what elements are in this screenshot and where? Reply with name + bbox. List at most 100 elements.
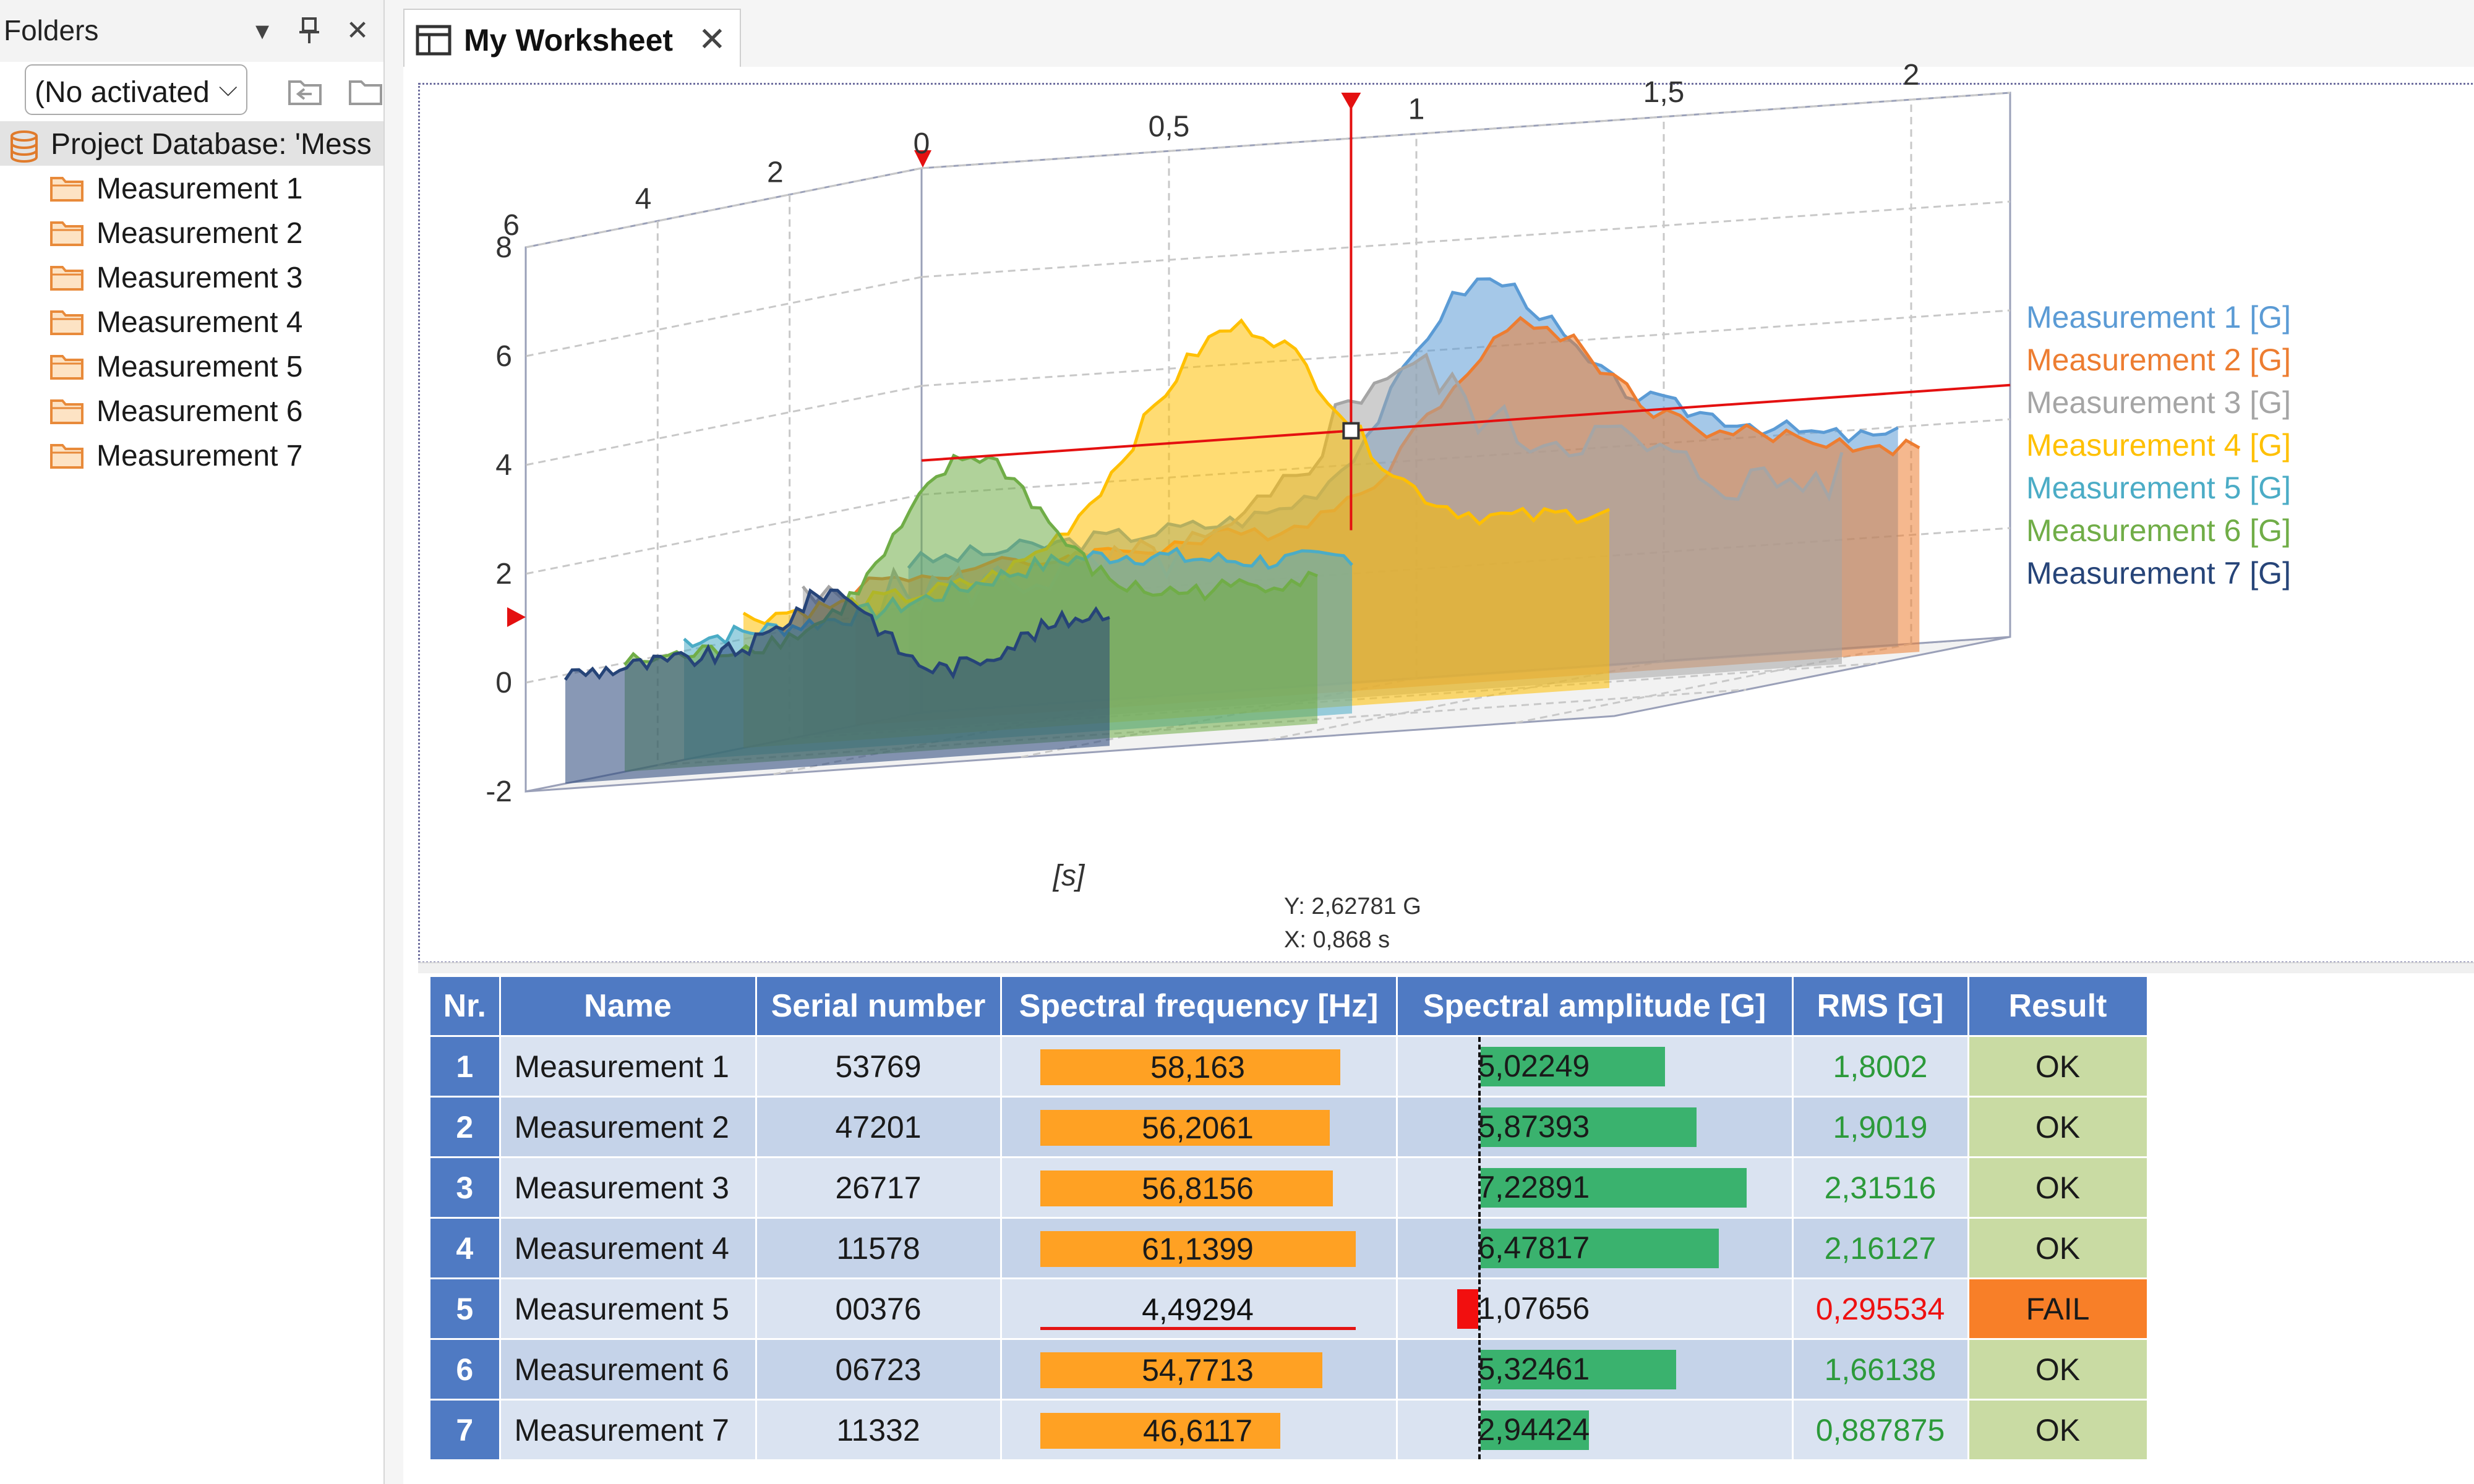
tree-item[interactable]: Measurement 3 bbox=[0, 255, 383, 299]
column-header[interactable]: Result bbox=[1968, 977, 2149, 1036]
table-row[interactable]: 2 Measurement 2 47201 56,2061 5,87393 1,9019 O… bbox=[430, 1096, 2149, 1158]
status-badge: OK bbox=[1968, 1035, 2149, 1097]
status-badge: OK bbox=[1968, 1096, 2149, 1158]
series-area bbox=[565, 590, 1110, 784]
freq-value: 46,6117 bbox=[1142, 1414, 1253, 1448]
x-tick-label: 0 bbox=[914, 127, 930, 160]
row-serial: 47201 bbox=[756, 1096, 1002, 1158]
row-name: Measurement 7 bbox=[500, 1399, 757, 1459]
row-serial: 00376 bbox=[756, 1277, 1002, 1339]
status-badge: OK bbox=[1968, 1156, 2149, 1218]
legend-entry[interactable]: Measurement 1 [G] bbox=[2026, 300, 2291, 335]
gridline bbox=[921, 200, 2011, 278]
row-number: 4 bbox=[430, 1217, 501, 1279]
context-select-value: (No activated bbox=[35, 76, 210, 109]
amp-bar bbox=[1480, 1107, 1697, 1147]
row-amplitude: 7,22891 bbox=[1397, 1156, 1794, 1218]
legend-entry[interactable]: Measurement 7 [G] bbox=[2026, 556, 2291, 591]
freq-value: 54,7713 bbox=[1142, 1353, 1254, 1388]
freq-bar bbox=[1040, 1171, 1333, 1206]
legend-entry[interactable]: Measurement 4 [G] bbox=[2026, 428, 2291, 463]
row-amplitude: 1,07656 bbox=[1397, 1277, 1794, 1339]
chart-series-group bbox=[563, 277, 1920, 784]
legend-entry[interactable]: Measurement 2 [G] bbox=[2026, 343, 2291, 377]
folder-up-icon[interactable] bbox=[286, 72, 324, 110]
context-select[interactable]: (No activated ⌵ bbox=[25, 64, 247, 115]
row-frequency: 61,1399 bbox=[1001, 1217, 1398, 1279]
amp-value: 2,94424 bbox=[1478, 1412, 1590, 1447]
column-header[interactable]: Nr. bbox=[430, 977, 501, 1036]
amp-bar bbox=[1480, 1168, 1747, 1208]
row-amplitude: 6,47817 bbox=[1397, 1217, 1794, 1279]
row-frequency: 56,8156 bbox=[1001, 1156, 1398, 1218]
table-row[interactable]: 3 Measurement 3 26717 56,8156 7,22891 2,31516… bbox=[430, 1156, 2149, 1218]
legend-entry[interactable]: Measurement 5 [G] bbox=[2026, 471, 2291, 505]
tree-item-label: Measurement 3 bbox=[96, 262, 303, 294]
row-frequency: 56,2061 bbox=[1001, 1096, 1398, 1158]
folders-pane-header: Folders ▾ ✕ bbox=[0, 0, 383, 62]
y-tick-label: 6 bbox=[495, 340, 512, 373]
cursor-x-marker bbox=[1341, 92, 1361, 110]
y-tick-label: -2 bbox=[486, 775, 512, 808]
database-icon bbox=[11, 130, 38, 163]
folders-pane-title: Folders bbox=[4, 14, 99, 46]
tree-item[interactable]: Measurement 7 bbox=[0, 433, 383, 477]
folders-pane: Folders ▾ ✕ (No activated ⌵ Project Data… bbox=[0, 0, 385, 1484]
row-rms: 1,8002 bbox=[1792, 1035, 1969, 1097]
status-badge: OK bbox=[1968, 1217, 2149, 1279]
folder-icon[interactable] bbox=[346, 72, 385, 110]
tree-item-label: Measurement 5 bbox=[96, 351, 303, 383]
cursor-point bbox=[1342, 422, 1360, 440]
status-badge: OK bbox=[1968, 1338, 2149, 1400]
gridline bbox=[525, 493, 922, 575]
x-tick-label: 1 bbox=[1408, 93, 1425, 126]
dropdown-arrow-icon[interactable]: ▾ bbox=[255, 15, 270, 46]
tree-item[interactable]: Measurement 1 bbox=[0, 166, 383, 210]
row-serial: 53769 bbox=[756, 1035, 1002, 1097]
table-row[interactable]: 4 Measurement 4 11578 61,1399 6,47817 2,16127… bbox=[430, 1217, 2149, 1279]
z-tick-label: 2 bbox=[767, 156, 784, 189]
close-icon[interactable]: ✕ bbox=[698, 21, 726, 58]
row-serial: 11578 bbox=[756, 1217, 1002, 1279]
table-row[interactable]: 1 Measurement 1 53769 58,163 5,02249 1,8002 OK bbox=[430, 1035, 2149, 1097]
tree-item[interactable]: Measurement 5 bbox=[0, 344, 383, 388]
legend-entry[interactable]: Measurement 3 [G] bbox=[2026, 385, 2291, 420]
column-header[interactable]: Name bbox=[500, 977, 757, 1036]
tree-item[interactable]: Measurement 2 bbox=[0, 210, 383, 255]
pin-icon[interactable] bbox=[294, 16, 324, 46]
tree-item[interactable]: Measurement 4 bbox=[0, 299, 383, 344]
worksheet-icon bbox=[416, 25, 452, 56]
legend-entry[interactable]: Measurement 6 [G] bbox=[2026, 513, 2291, 548]
tab-my-worksheet[interactable]: My Worksheet ✕ bbox=[403, 9, 741, 68]
chevron-down-icon: ⌵ bbox=[218, 74, 238, 101]
amp-bar bbox=[1480, 1350, 1677, 1389]
splitter[interactable] bbox=[418, 962, 2474, 973]
column-header[interactable]: Spectral frequency [Hz] bbox=[1001, 977, 1398, 1036]
freq-value: 58,163 bbox=[1150, 1050, 1245, 1085]
tree-root[interactable]: Project Database: 'Mess bbox=[0, 121, 383, 166]
row-rms: 2,31516 bbox=[1792, 1156, 1969, 1218]
column-header[interactable]: RMS [G] bbox=[1792, 977, 1969, 1036]
freq-value: 56,2061 bbox=[1142, 1111, 1254, 1145]
y-tick-label: 8 bbox=[495, 231, 512, 264]
table-row[interactable]: 5 Measurement 5 00376 4,49294 1,07656 0,29553… bbox=[430, 1277, 2149, 1339]
row-serial: 26717 bbox=[756, 1156, 1002, 1218]
chart-cursor[interactable] bbox=[507, 92, 2011, 627]
close-icon[interactable]: ✕ bbox=[346, 15, 369, 46]
row-number: 5 bbox=[430, 1277, 501, 1339]
x-tick-label: 2 bbox=[1903, 59, 1920, 92]
tree-root-label: Project Database: 'Mess bbox=[51, 128, 372, 161]
tree-item[interactable]: Measurement 6 bbox=[0, 388, 383, 433]
table-row[interactable]: 6 Measurement 6 06723 54,7713 5,32461 1,66138… bbox=[430, 1338, 2149, 1400]
zero-line bbox=[1478, 1279, 1481, 1338]
tree-item-label: Measurement 2 bbox=[96, 217, 303, 250]
column-header[interactable]: Spectral amplitude [G] bbox=[1397, 977, 1794, 1036]
freq-bar bbox=[1040, 1231, 1356, 1267]
amp-bar bbox=[1457, 1289, 1478, 1329]
column-header[interactable]: Serial number bbox=[756, 977, 1002, 1036]
freq-value: 61,1399 bbox=[1142, 1232, 1254, 1266]
table-row[interactable]: 7 Measurement 7 11332 46,6117 2,94424 0,88787… bbox=[430, 1399, 2149, 1459]
zero-line bbox=[1478, 1340, 1481, 1399]
